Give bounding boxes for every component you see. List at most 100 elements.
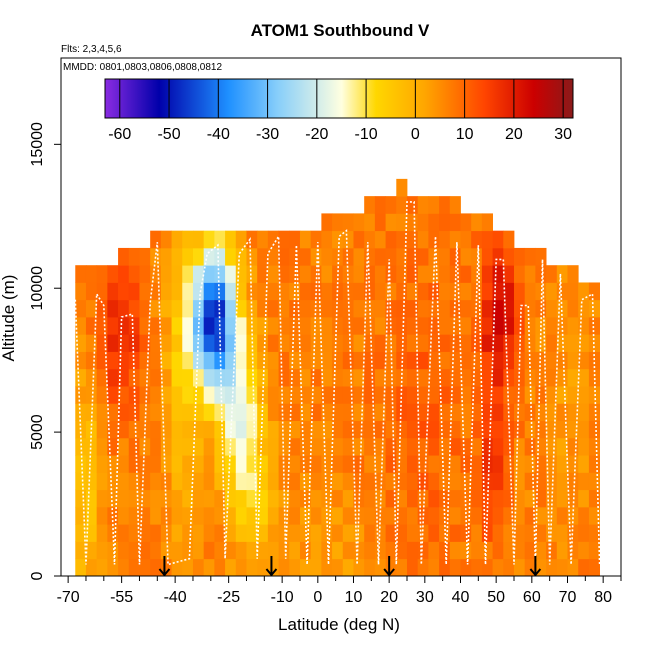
heatmap-cell (342, 558, 354, 576)
heatmap-cell (267, 506, 279, 525)
heatmap-cell (171, 299, 183, 318)
heatmap-cell (96, 317, 108, 335)
heatmap-cell (278, 420, 290, 439)
heatmap-cell (417, 368, 429, 387)
heatmap-cell (364, 541, 376, 560)
heatmap-cell (225, 317, 237, 335)
heatmap-cell (289, 472, 301, 491)
heatmap-cell (75, 317, 87, 335)
heatmap-cell (107, 282, 119, 301)
heatmap-cell (278, 265, 290, 283)
heatmap-cell (449, 437, 461, 456)
heatmap-cell (364, 317, 376, 335)
heatmap-cell (118, 472, 130, 491)
heatmap-cell (257, 299, 269, 318)
heatmap-cell (160, 265, 172, 283)
heatmap-cell (396, 437, 408, 456)
heatmap-cell (481, 351, 493, 370)
heatmap-cell (192, 386, 205, 404)
heatmap-cell (374, 541, 386, 560)
heatmap-cell (524, 351, 536, 370)
heatmap-cell (332, 420, 344, 439)
heatmap-cell (406, 541, 419, 560)
heatmap-cell (513, 558, 526, 576)
heatmap-cell (214, 282, 226, 301)
heatmap-cell (96, 282, 108, 301)
heatmap-cell (118, 299, 130, 318)
heatmap-cell (150, 351, 162, 370)
heatmap-cell (449, 489, 461, 508)
heatmap-cell (321, 247, 333, 266)
heatmap-cell (160, 455, 172, 473)
heatmap-cell (235, 334, 247, 352)
heatmap-cell (160, 351, 172, 370)
heatmap-cell (107, 351, 119, 370)
heatmap-cell (481, 213, 493, 232)
heatmap-cell (406, 334, 419, 352)
heatmap-cell (460, 351, 472, 370)
heatmap-cell (75, 437, 87, 456)
heatmap-cell (182, 282, 194, 301)
heatmap-cell (471, 437, 483, 456)
heatmap-cell (439, 368, 451, 387)
heatmap-cell (524, 506, 536, 525)
heatmap-cell (546, 489, 558, 508)
heatmap-cell (257, 558, 269, 576)
heatmap-cell (203, 472, 215, 491)
heatmap-cell (332, 472, 344, 491)
heatmap-cell (321, 282, 333, 301)
heatmap-cell (460, 489, 472, 508)
heatmap-cell (535, 247, 547, 266)
heatmap-cell (503, 386, 515, 404)
heatmap-cell (299, 230, 312, 249)
heatmap-cell (299, 247, 312, 266)
heatmap-cell (417, 247, 429, 266)
heatmap-cell (332, 403, 344, 421)
colorbar-tick-label: -60 (108, 126, 131, 143)
heatmap-cell (578, 541, 590, 560)
heatmap-cell (160, 420, 172, 439)
heatmap-cell (364, 403, 376, 421)
heatmap-cell (588, 506, 600, 525)
heatmap-cell (310, 317, 322, 335)
heatmap-cell (385, 317, 397, 335)
heatmap-cell (235, 351, 247, 370)
heatmap-cell (396, 299, 408, 318)
heatmap-cell (150, 558, 162, 576)
heatmap-cell (374, 265, 386, 283)
x-axis: -70 -55 -40 -25 -10 0 10 20 30 40 50 60 70 80 (57, 576, 622, 606)
heatmap-cell (578, 506, 590, 525)
heatmap-cell (428, 489, 440, 508)
heatmap-cell (428, 506, 440, 525)
heatmap-cell (96, 403, 108, 421)
heatmap-cell (406, 317, 419, 335)
heatmap-cell (299, 351, 312, 370)
heatmap-cell (192, 230, 205, 249)
heatmap-cell (85, 558, 98, 576)
heatmap-cell (107, 472, 119, 491)
heatmap-cell (471, 541, 483, 560)
heatmap-cell (246, 541, 258, 560)
heatmap-cell (492, 541, 504, 560)
heatmap-cell (417, 230, 429, 249)
heatmap-cell (128, 299, 140, 318)
heatmap-cell (235, 403, 247, 421)
heatmap-cell (128, 437, 140, 456)
heatmap-cell (299, 282, 312, 301)
heatmap-cell (225, 524, 237, 542)
heatmap-cell (96, 437, 108, 456)
heatmap-cell (374, 437, 386, 456)
heatmap-cell (257, 247, 269, 266)
heatmap-cell (257, 420, 269, 439)
heatmap-cell (214, 368, 226, 387)
heatmap-cell (192, 489, 205, 508)
heatmap-cell (289, 386, 301, 404)
heatmap-cell (556, 558, 568, 576)
heatmap-cell (160, 437, 172, 456)
heatmap-cell (128, 317, 140, 335)
heatmap-cell (364, 265, 376, 283)
heatmap-cell (118, 334, 130, 352)
latitude-arrow-head (383, 568, 395, 577)
heatmap-cell (278, 334, 290, 352)
